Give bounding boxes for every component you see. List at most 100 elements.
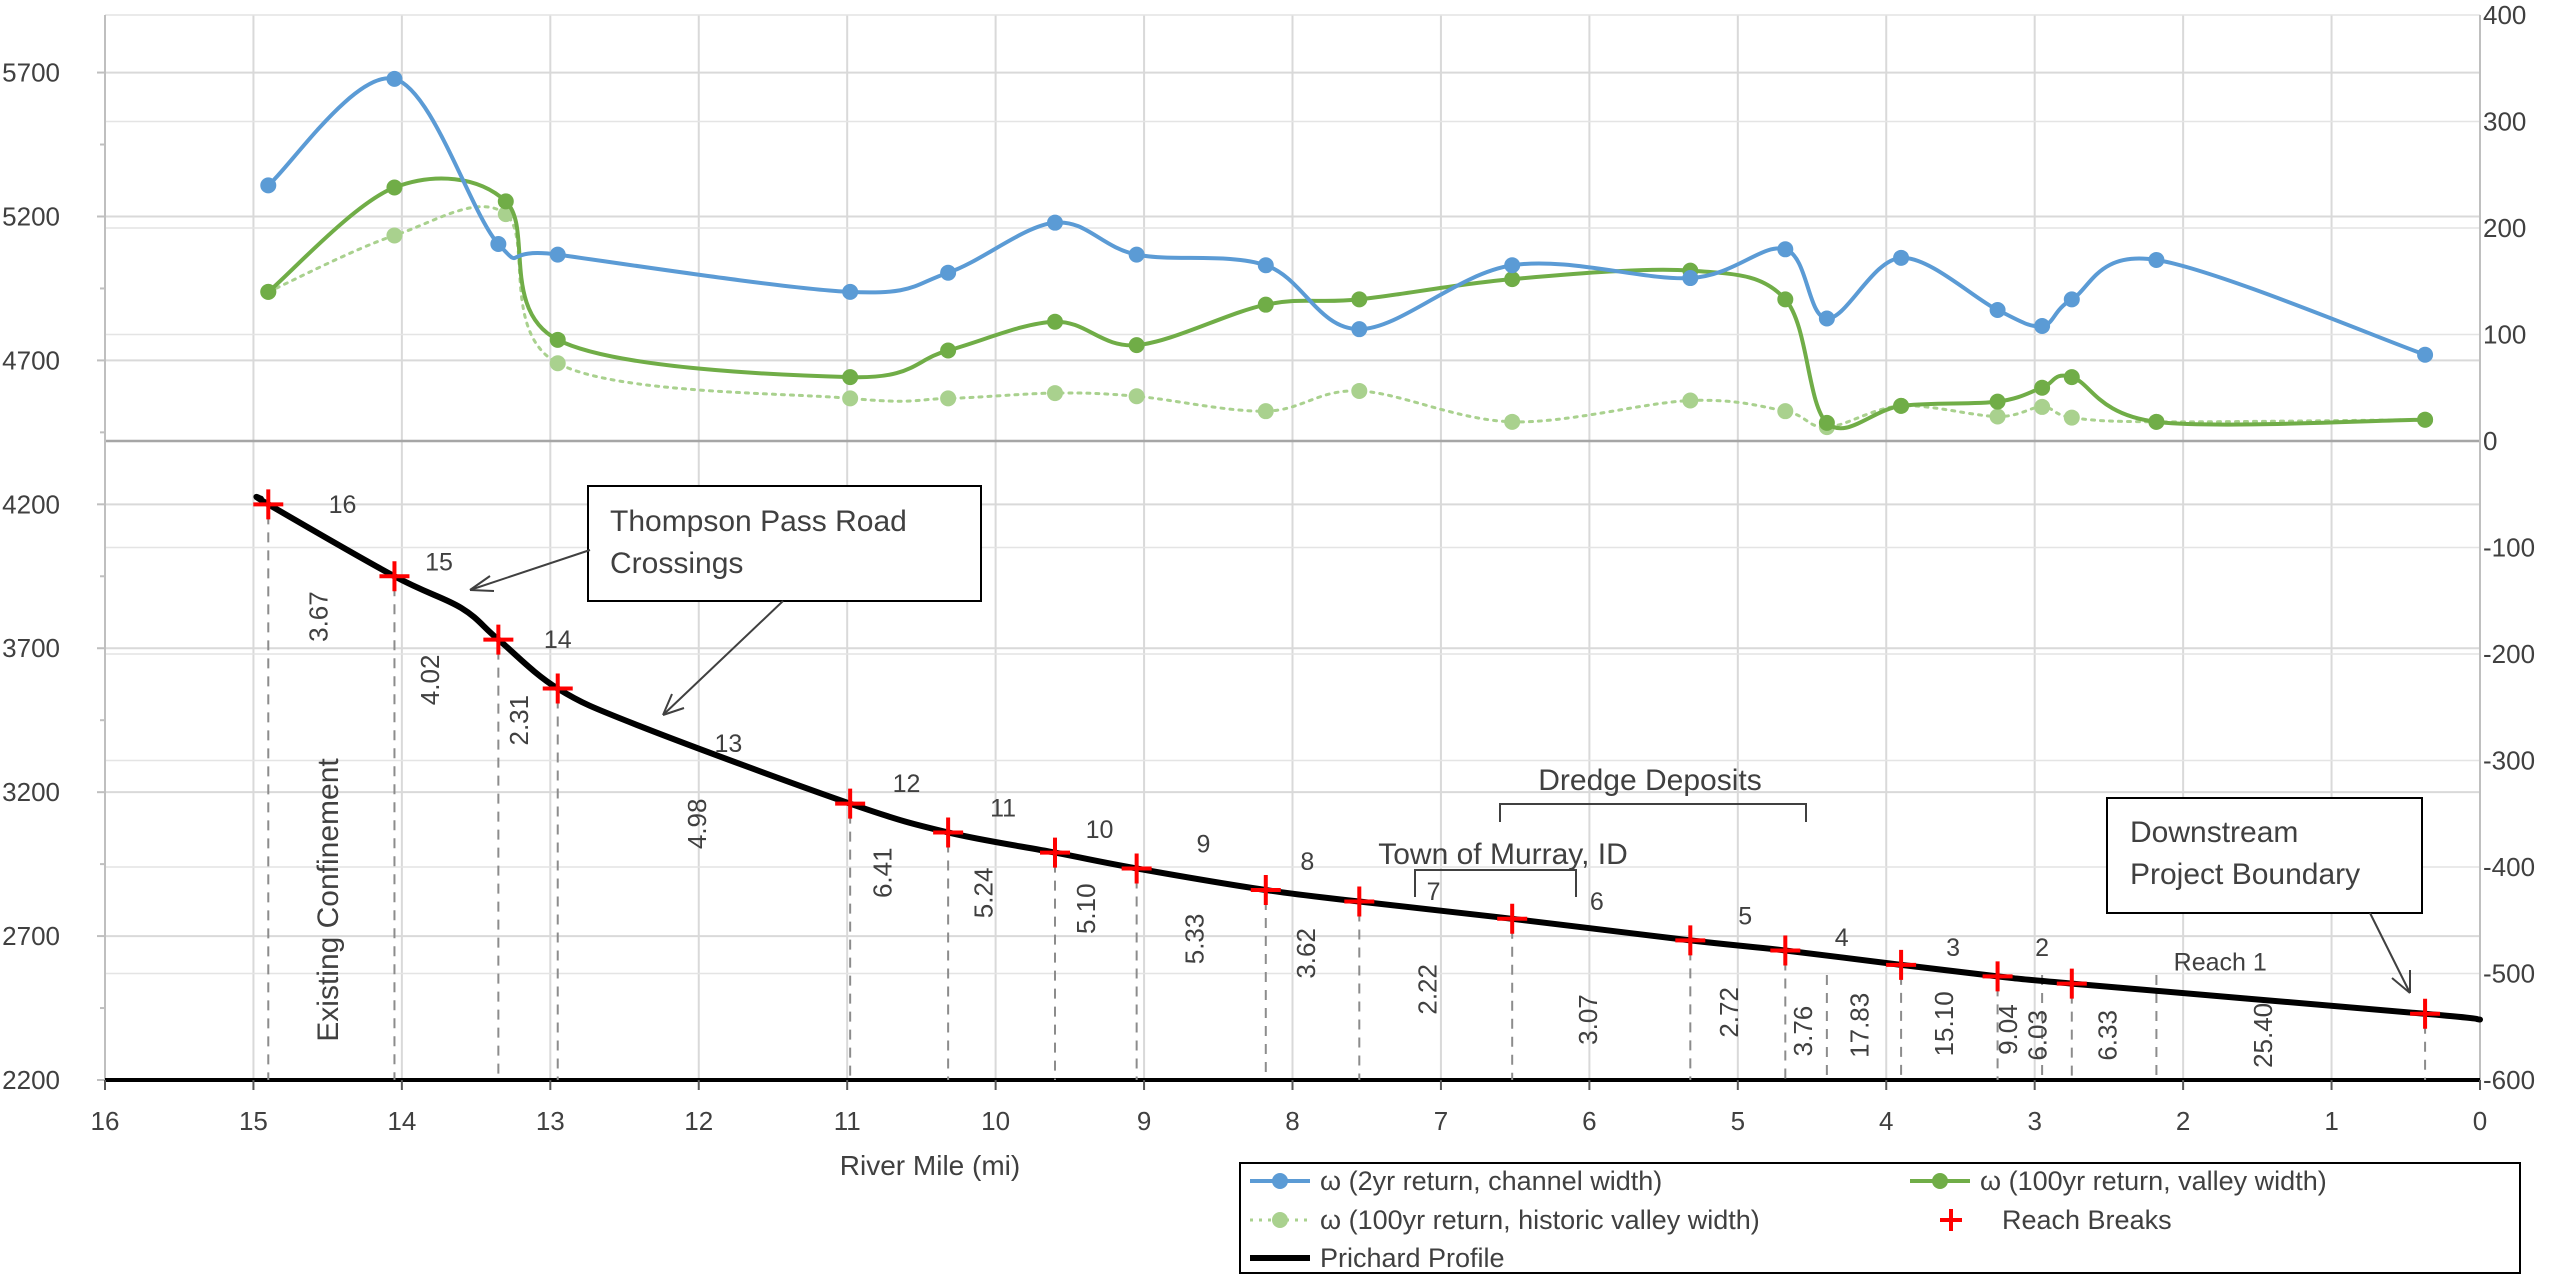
reach-break-marker [542, 673, 573, 704]
x-tick-label: 16 [91, 1106, 120, 1136]
reach-break-marker [1886, 949, 1917, 980]
reach-length-label: 5.10 [1071, 883, 1101, 934]
valley-width-point [1989, 393, 2006, 410]
reach-length-label: 4.98 [682, 799, 712, 850]
reach-length-label: 2.31 [504, 695, 534, 746]
y-right-tick-label: 100 [2483, 320, 2526, 350]
channel-width-point [549, 246, 566, 263]
reach-break-marker [1121, 853, 1152, 884]
channel-width-point [260, 177, 277, 194]
channel-width-point [2034, 317, 2051, 334]
historic-valley-width-line [266, 205, 2427, 429]
legend-entry-label: ω (2yr return, channel width) [1320, 1166, 1662, 1196]
channel-width-point [1777, 241, 1794, 258]
reach-length-label: 17.83 [1844, 993, 1874, 1058]
y-left-tick-label: 5700 [2, 58, 60, 88]
channel-width-point [1504, 257, 1521, 274]
reach-break-marker [2410, 998, 2441, 1029]
legend-entry-label: ω (100yr return, valley width) [1980, 1166, 2327, 1196]
y-right-tick-label: 300 [2483, 107, 2526, 137]
thompson-arrow-2 [662, 600, 784, 716]
x-tick-label: 11 [834, 1106, 861, 1136]
valley-width-point [842, 369, 859, 386]
reach-break-marker [1344, 886, 1375, 917]
historic-valley-width-point [1777, 403, 1794, 420]
reach-break-marker [1250, 875, 1281, 906]
reach-length-label: 25.40 [2248, 1003, 2278, 1068]
x-tick-label: 9 [1137, 1106, 1151, 1136]
valley-width-point [260, 283, 277, 300]
channel-width-point [1682, 270, 1699, 287]
x-tick-label: 15 [239, 1106, 268, 1136]
valley-width-point [1351, 291, 1368, 308]
channel-width-point [1351, 321, 1368, 338]
reach-number-label: 7 [1427, 878, 1441, 906]
reach-number-label: 5 [1738, 903, 1752, 931]
thompson-arrow-1-head [469, 575, 495, 592]
reach-number-label: 2 [2035, 934, 2049, 962]
x-tick-label: 10 [981, 1106, 1010, 1136]
y-right-tick-label: -200 [2483, 639, 2535, 669]
dredge-deposits-label: Dredge Deposits [1538, 764, 1761, 797]
valley-width-point [1893, 397, 1910, 414]
channel-width-point [1128, 246, 1145, 263]
reach-number-label: 6 [1590, 888, 1604, 916]
x-tick-label: 4 [1879, 1106, 1893, 1136]
valley-width-point [1504, 271, 1521, 288]
historic-valley-width-point [1682, 392, 1699, 409]
reach-number-label: 14 [544, 626, 572, 654]
x-tick-label: 8 [1285, 1106, 1299, 1136]
y-left-tick-label: 3700 [2, 633, 60, 663]
channel-width-point [1893, 249, 1910, 266]
historic-valley-width-point [1047, 385, 1063, 402]
murray-bracket [1414, 869, 1577, 897]
y-left-tick-label: 5200 [2, 201, 60, 231]
x-tick-label: 12 [684, 1106, 713, 1136]
legend: ω (2yr return, channel width) ω (100yr re… [1239, 1162, 2521, 1274]
downstream-callout-box [2106, 797, 2423, 914]
legend-entry-label: ω (100yr return, historic valley width) [1320, 1205, 1760, 1235]
x-tick-label: 7 [1434, 1106, 1448, 1136]
channel-width-point [490, 235, 507, 252]
legend-entry-label: Prichard Profile [1320, 1243, 1505, 1273]
reach-break-marker [835, 788, 866, 819]
reach-break-marker [1497, 903, 1528, 934]
reach-labels: 16 15 14 13 12 11 10 9 8 7 6 5 4 3 2 Reach 1 3.67 4.02 2.3… [304, 491, 2279, 1068]
reach-length-label: 5.24 [969, 868, 999, 919]
x-axis-label: River Mile (mi) [840, 1150, 1020, 1181]
thompson-arrow-1 [469, 549, 591, 591]
dredge-bracket [1499, 803, 1807, 822]
reach-number-label: 12 [893, 770, 921, 798]
reach-break-marker [483, 624, 514, 655]
reach-break-marker [1770, 935, 1801, 966]
valley-width-point [1047, 313, 1063, 330]
reach-number-label: 15 [425, 549, 453, 577]
x-tick-label: 13 [536, 1106, 565, 1136]
reach-break-marker [1982, 961, 2013, 992]
valley-width-point [2063, 369, 2080, 386]
valley-width-point [549, 331, 566, 348]
historic-valley-width-point [1128, 388, 1145, 405]
channel-width-point [1047, 214, 1063, 231]
legend-entry-label: Reach Breaks [2002, 1205, 2172, 1235]
reach-length-label: 6.41 [868, 847, 898, 898]
channel-width-point [2063, 291, 2080, 308]
y-left-tick-label: 2200 [2, 1065, 60, 1095]
historic-valley-width-point [842, 390, 859, 407]
historic-valley-width-point [1257, 403, 1274, 420]
historic-valley-width-point [497, 206, 514, 223]
y-right-tick-label: -400 [2483, 852, 2535, 882]
valley-width-point [2034, 379, 2051, 396]
valley-width-point [1257, 296, 1274, 313]
historic-valley-width-point [2063, 409, 2080, 426]
reach-number-label: 8 [1300, 848, 1314, 876]
annotations: Thompson Pass Road Crossings Downstream Pr… [312, 485, 2423, 1042]
reach-length-label: 9.04 [1993, 1004, 2023, 1055]
legend-box [1239, 1162, 2521, 1274]
valley-width-point [2148, 413, 2165, 430]
downstream-arrow-head [2391, 970, 2411, 994]
y-left-tick-label: 2700 [2, 921, 60, 951]
valley-width-point [386, 179, 403, 196]
channel-width-point [842, 283, 859, 300]
y-right-tick-label: 200 [2483, 213, 2526, 243]
